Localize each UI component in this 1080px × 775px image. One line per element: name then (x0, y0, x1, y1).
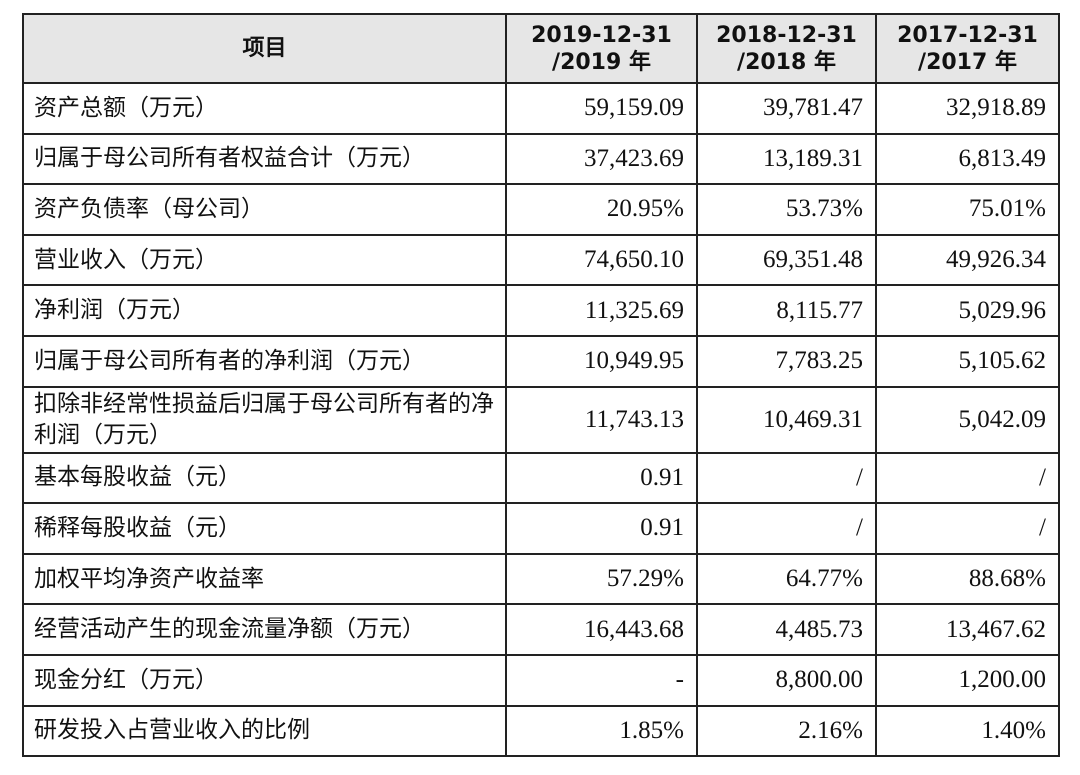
table-row: 净利润（万元） 11,325.69 8,115.77 5,029.96 (22, 284, 1060, 337)
table-row: 资产总额（万元） 59,159.09 39,781.47 32,918.89 (22, 82, 1060, 135)
cell-2017: 6,813.49 (875, 132, 1060, 186)
table-body: 资产总额（万元） 59,159.09 39,781.47 32,918.89 归… (22, 82, 1060, 758)
cell-2019: 10,949.95 (505, 334, 698, 388)
cell-2019: 11,743.13 (505, 385, 698, 454)
row-label: 稀释每股收益（元） (22, 502, 507, 555)
table-row: 扣除非经常性损益后归属于母公司所有者的净利润（万元） 11,743.13 10,… (22, 385, 1060, 454)
cell-2018: 2.16% (696, 704, 877, 758)
cell-2018: / (696, 451, 877, 505)
table-row: 加权平均净资产收益率 57.29% 64.77% 88.68% (22, 552, 1060, 606)
cell-2017: / (875, 451, 1060, 505)
cell-2018: 53.73% (696, 183, 877, 236)
table-row: 资产负债率（母公司） 20.95% 53.73% 75.01% (22, 183, 1060, 236)
cell-2019: 16,443.68 (505, 603, 698, 656)
cell-2018: 13,189.31 (696, 132, 877, 186)
cell-2017: 75.01% (875, 183, 1060, 236)
row-label: 归属于母公司所有者的净利润（万元） (22, 334, 507, 388)
cell-2019: 37,423.69 (505, 132, 698, 186)
cell-2019: 11,325.69 (505, 284, 698, 337)
row-label: 经营活动产生的现金流量净额（万元） (22, 603, 507, 656)
table-row: 归属于母公司所有者的净利润（万元） 10,949.95 7,783.25 5,1… (22, 334, 1060, 388)
cell-2018: 8,800.00 (696, 653, 877, 707)
header-2017-year: /2017 年 (918, 49, 1017, 75)
row-label: 资产负债率（母公司） (22, 183, 507, 236)
cell-2018: 10,469.31 (696, 385, 877, 454)
cell-2017: 88.68% (875, 552, 1060, 606)
table-row: 归属于母公司所有者权益合计（万元） 37,423.69 13,189.31 6,… (22, 132, 1060, 186)
cell-2019: 57.29% (505, 552, 698, 606)
cell-2018: / (696, 502, 877, 555)
row-label: 资产总额（万元） (22, 82, 507, 135)
cell-2017: 49,926.34 (875, 233, 1060, 287)
cell-2019: 59,159.09 (505, 82, 698, 135)
row-label: 研发投入占营业收入的比例 (22, 704, 507, 758)
header-item-label: 项目 (242, 36, 287, 61)
header-2018-date: 2018-12-31 (716, 22, 857, 48)
cell-2018: 8,115.77 (696, 284, 877, 337)
table-row: 营业收入（万元） 74,650.10 69,351.48 49,926.34 (22, 233, 1060, 287)
table-row: 基本每股收益（元） 0.91 / / (22, 451, 1060, 505)
cell-2019: 0.91 (505, 502, 698, 555)
row-label: 营业收入（万元） (22, 233, 507, 287)
cell-2019: 20.95% (505, 183, 698, 236)
cell-2017: 5,042.09 (875, 385, 1060, 454)
header-2019-year: /2019 年 (552, 49, 651, 75)
header-2017-date: 2017-12-31 (897, 22, 1038, 48)
cell-2019: 1.85% (505, 704, 698, 758)
table-row: 稀释每股收益（元） 0.91 / / (22, 502, 1060, 555)
row-label: 扣除非经常性损益后归属于母公司所有者的净利润（万元） (22, 385, 507, 454)
financial-summary-table: 项目 2019-12-31 /2019 年 2018-12-31 /2018 年… (22, 13, 1060, 758)
cell-2018: 7,783.25 (696, 334, 877, 388)
header-2019-date: 2019-12-31 (531, 22, 672, 48)
cell-2019: 0.91 (505, 451, 698, 505)
table-row: 研发投入占营业收入的比例 1.85% 2.16% 1.40% (22, 704, 1060, 758)
row-label: 净利润（万元） (22, 284, 507, 337)
header-item: 项目 (22, 13, 507, 84)
row-label: 现金分红（万元） (22, 653, 507, 707)
table-row: 经营活动产生的现金流量净额（万元） 16,443.68 4,485.73 13,… (22, 603, 1060, 656)
row-label: 加权平均净资产收益率 (22, 552, 507, 606)
header-row: 项目 2019-12-31 /2019 年 2018-12-31 /2018 年… (22, 13, 1060, 84)
cell-2018: 4,485.73 (696, 603, 877, 656)
cell-2017: 32,918.89 (875, 82, 1060, 135)
header-2019: 2019-12-31 /2019 年 (505, 13, 698, 84)
financial-summary-sheet: 项目 2019-12-31 /2019 年 2018-12-31 /2018 年… (22, 13, 1060, 760)
cell-2018: 39,781.47 (696, 82, 877, 135)
header-2018-year: /2018 年 (737, 49, 836, 75)
cell-2017: / (875, 502, 1060, 555)
cell-2017: 1,200.00 (875, 653, 1060, 707)
cell-2017: 5,029.96 (875, 284, 1060, 337)
header-2018: 2018-12-31 /2018 年 (696, 13, 877, 84)
row-label: 归属于母公司所有者权益合计（万元） (22, 132, 507, 186)
cell-2018: 64.77% (696, 552, 877, 606)
cell-2019: 74,650.10 (505, 233, 698, 287)
cell-2017: 1.40% (875, 704, 1060, 758)
cell-2017: 5,105.62 (875, 334, 1060, 388)
header-2017: 2017-12-31 /2017 年 (875, 13, 1060, 84)
row-label: 基本每股收益（元） (22, 451, 507, 505)
cell-2018: 69,351.48 (696, 233, 877, 287)
table-header: 项目 2019-12-31 /2019 年 2018-12-31 /2018 年… (22, 13, 1060, 84)
cell-2019: - (505, 653, 698, 707)
cell-2017: 13,467.62 (875, 603, 1060, 656)
table-row: 现金分红（万元） - 8,800.00 1,200.00 (22, 653, 1060, 707)
